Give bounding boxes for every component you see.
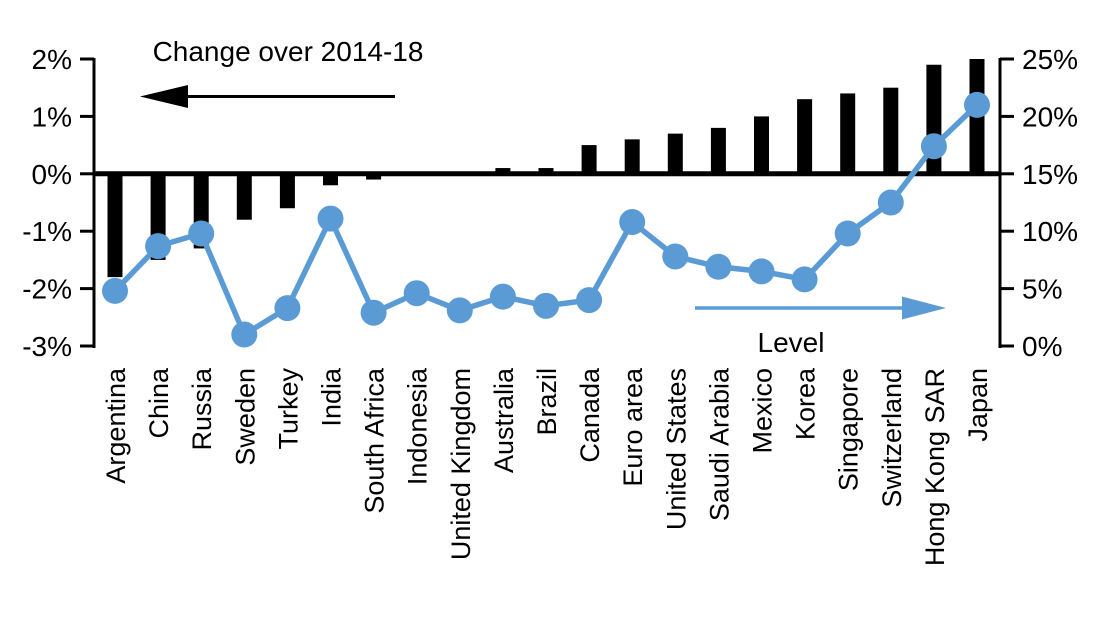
level-dot-Canada: [576, 287, 603, 314]
bar-Saudi Arabia: [710, 127, 726, 174]
category-label-Singapore: Singapore: [834, 368, 864, 491]
right-arrow-icon: [695, 296, 946, 320]
level-dot-Turkey: [274, 295, 301, 322]
category-label-United States: United States: [661, 368, 691, 530]
left-tick-label: 2%: [32, 44, 72, 75]
category-label-Canada: Canada: [575, 367, 605, 463]
category-label-Euro area: Euro area: [618, 367, 648, 487]
category-label-Sweden: Sweden: [230, 368, 260, 466]
level-dot-Saudi Arabia: [705, 253, 732, 280]
category-label-Japan: Japan: [963, 368, 993, 442]
right-tick-label: 15%: [1022, 159, 1078, 190]
bar-Canada: [581, 145, 597, 174]
left-tick-label: 0%: [32, 159, 72, 190]
level-dot-Indonesia: [403, 280, 430, 307]
bar-Singapore: [840, 93, 856, 174]
level-dot-Brazil: [533, 292, 559, 319]
left-tick-label: -1%: [22, 216, 72, 247]
bar-Mexico: [754, 116, 769, 174]
bar-Euro area: [624, 139, 640, 174]
level-dot-Australia: [489, 283, 516, 310]
left-tick-label: -2%: [22, 274, 72, 305]
right-tick-label: 10%: [1022, 216, 1078, 247]
bar-Korea: [797, 99, 813, 174]
left-tick-label: -3%: [22, 331, 72, 362]
bar-Turkey: [279, 173, 295, 209]
category-label-Australia: Australia: [489, 367, 519, 473]
level-dot-India: [317, 205, 344, 232]
bar-Sweden: [236, 173, 252, 220]
bar-South Africa: [366, 173, 382, 180]
level-dot-Sweden: [231, 321, 258, 348]
category-label-Russia: Russia: [187, 367, 217, 451]
bar-series: [107, 59, 985, 278]
level-dot-Korea: [791, 266, 818, 293]
category-label-Korea: Korea: [791, 367, 821, 440]
left-series-title: Change over 2014-18: [153, 36, 424, 67]
right-series-title: Level: [758, 327, 825, 358]
level-dot-United States: [662, 243, 689, 270]
category-label-China: China: [144, 367, 174, 439]
bar-Argentina: [107, 173, 123, 278]
category-label-South Africa: South Africa: [360, 367, 390, 514]
category-label-Turkey: Turkey: [273, 368, 303, 450]
right-tick-label: 5%: [1022, 274, 1062, 305]
level-dot-Hong Kong SAR: [920, 133, 947, 160]
level-dot-United Kingdom: [446, 297, 473, 324]
level-dot-Switzerland: [877, 189, 904, 216]
category-label-India: India: [317, 367, 347, 427]
right-tick-label: 20%: [1022, 101, 1078, 132]
right-tick-label: 25%: [1022, 44, 1078, 75]
level-dot-Singapore: [834, 220, 861, 247]
line-series: [102, 91, 990, 348]
bar-Switzerland: [883, 87, 899, 174]
category-labels: Argentina China Russia Sweden Turkey India Sou…: [101, 367, 993, 566]
left-arrow-icon: [140, 85, 395, 108]
category-label-United Kingdom: United Kingdom: [446, 368, 476, 560]
level-dot-South Africa: [360, 299, 387, 326]
bar-United States: [667, 133, 683, 174]
category-label-Brazil: Brazil: [532, 368, 562, 436]
category-label-Hong Kong SAR: Hong Kong SAR: [920, 368, 950, 566]
right-tick-label: 0%: [1022, 331, 1062, 362]
category-label-Saudi Arabia: Saudi Arabia: [704, 367, 734, 521]
level-dot-Mexico: [748, 258, 775, 285]
category-label-Indonesia: Indonesia: [403, 367, 433, 485]
bar-India: [323, 173, 338, 186]
category-label-Switzerland: Switzerland: [877, 368, 907, 508]
right-axis-tick-labels: 25% 20% 15% 10% 5% 0%: [1022, 44, 1078, 362]
left-axis-tick-labels: 2% 1% 0% -1% -2% -3%: [22, 44, 72, 362]
bar-Brazil: [538, 168, 554, 174]
category-label-Argentina: Argentina: [101, 367, 131, 484]
level-dot-Japan: [964, 91, 990, 118]
left-tick-label: 1%: [32, 101, 72, 132]
category-label-Mexico: Mexico: [748, 368, 778, 454]
level-dot-Russia: [188, 220, 215, 247]
bar-Australia: [495, 168, 511, 174]
level-dot-China: [145, 233, 172, 260]
level-dot-Argentina: [102, 277, 128, 304]
level-dot-Euro area: [619, 209, 646, 236]
